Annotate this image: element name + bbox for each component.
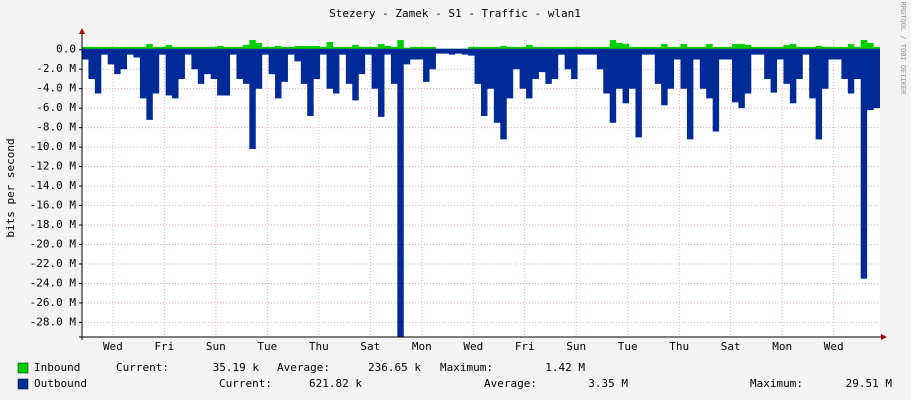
y-tick-label: -2.0 M xyxy=(36,62,76,75)
y-tick-label: -8.0 M xyxy=(36,121,76,134)
stat-label: Current: xyxy=(219,377,272,390)
y-tick-label: -28.0 M xyxy=(30,315,77,328)
y-tick-label: -10.0 M xyxy=(30,140,77,153)
chart-title: Stezery - Zamek - S1 - Traffic - wlan1 xyxy=(329,7,581,20)
y-tick-label: -22.0 M xyxy=(30,257,77,270)
x-tick-label: Wed xyxy=(103,340,123,353)
labels: 0.0 -2.0 M -4.0 M -6.0 M -8.0 M -10.0 M -12.0 … xyxy=(30,43,844,353)
x-tick-label: Tue xyxy=(257,340,277,353)
y-tick-label: -12.0 M xyxy=(30,160,77,173)
y-tick-label: -26.0 M xyxy=(30,296,77,309)
legend-label: Inbound xyxy=(34,361,80,374)
areas xyxy=(82,40,880,337)
y-tick-label: -16.0 M xyxy=(30,199,77,212)
y-tick-label: -14.0 M xyxy=(30,179,77,192)
stat-label: Current: xyxy=(116,361,169,374)
x-tick-label: Fri xyxy=(515,340,535,353)
x-tick-label: Mon xyxy=(412,340,432,353)
stat-value: 29.51 M xyxy=(846,377,893,390)
legend-swatch xyxy=(17,378,29,390)
stat-value: 621.82 k xyxy=(309,377,362,390)
x-tick-label: Sun xyxy=(566,340,586,353)
y-tick-label: 0.0 xyxy=(56,43,76,56)
area xyxy=(82,40,880,50)
legend-label: Outbound xyxy=(34,377,87,390)
x-tick-label: Sun xyxy=(206,340,226,353)
x-tick-label: Sat xyxy=(721,340,741,353)
stat-label: Average: xyxy=(277,361,330,374)
area xyxy=(82,49,880,337)
y-tick-label: -20.0 M xyxy=(30,237,77,250)
x-tick-label: Thu xyxy=(669,340,689,353)
y-tick-label: -18.0 M xyxy=(30,218,77,231)
y-tick-label: -24.0 M xyxy=(30,276,77,289)
y-axis-label: bits per second xyxy=(4,138,17,237)
legend-swatch xyxy=(17,362,29,374)
y-tick-label: -4.0 M xyxy=(36,82,76,95)
x-tick-label: Thu xyxy=(309,340,329,353)
x-tick-label: Wed xyxy=(463,340,483,353)
stat-label: Average: xyxy=(484,377,537,390)
stat-value: 3.35 M xyxy=(588,377,628,390)
stat-value: 35.19 k xyxy=(213,361,260,374)
y-arrow xyxy=(79,28,85,34)
stat-label: Maximum: xyxy=(440,361,493,374)
x-tick-label: Tue xyxy=(618,340,638,353)
side-text: RRDTOOL / TOBI OETIKER xyxy=(899,2,907,96)
y-tick-label: -6.0 M xyxy=(36,101,76,114)
x-tick-label: Fri xyxy=(154,340,174,353)
x-tick-label: Sat xyxy=(360,340,380,353)
x-arrow xyxy=(881,334,887,340)
x-tick-label: Wed xyxy=(824,340,844,353)
x-tick-label: Mon xyxy=(772,340,792,353)
stat-value: 236.65 k xyxy=(368,361,421,374)
stat-value: 1.42 M xyxy=(545,361,585,374)
stat-label: Maximum: xyxy=(750,377,803,390)
